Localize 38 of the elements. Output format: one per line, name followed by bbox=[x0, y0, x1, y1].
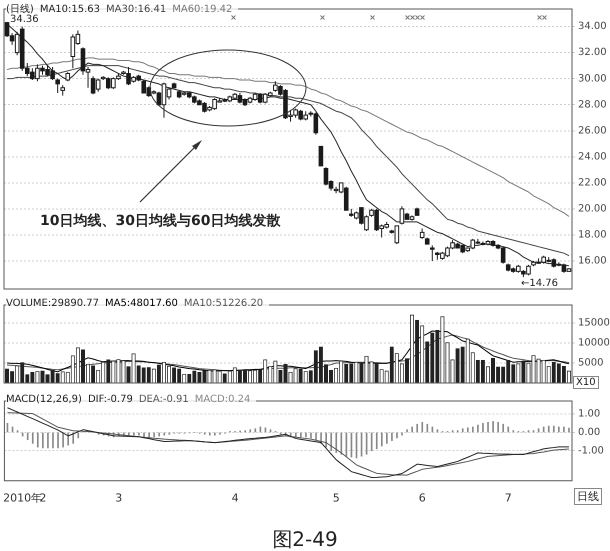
y-tick-label: 5000 bbox=[578, 358, 604, 369]
y-tick-label: 30.00 bbox=[578, 73, 607, 84]
x-tick-label: 5 bbox=[332, 491, 340, 504]
annotation: ←14.76 bbox=[521, 278, 558, 289]
text: MA5:48017.60 bbox=[104, 298, 178, 309]
y-tick-label: 28.00 bbox=[578, 99, 607, 110]
text: 日线 bbox=[574, 488, 602, 505]
y-tick-label: 26.00 bbox=[578, 125, 607, 136]
y-tick-label: 0.00 bbox=[578, 427, 600, 438]
text: DEA:-0.91 bbox=[138, 394, 189, 405]
y-tick-label: 20.00 bbox=[578, 204, 607, 214]
y-tick-label: 18.00 bbox=[578, 230, 607, 241]
text: MA10:15.63 bbox=[40, 4, 100, 15]
text: DIF:-0.79 bbox=[88, 394, 133, 405]
text: VOLUME:29890.77 bbox=[6, 298, 99, 309]
x-tick-label: 7 bbox=[504, 491, 512, 504]
x-tick-label: 4 bbox=[232, 491, 239, 504]
y-tick-label: 10000 bbox=[578, 338, 610, 349]
y-tick-label: 15000 bbox=[578, 318, 610, 329]
text: MA60:19.42 bbox=[172, 4, 232, 15]
caption: 图2-49 bbox=[271, 526, 339, 551]
y-tick-label: 24.00 bbox=[578, 151, 607, 162]
text: MA10:51226.20 bbox=[184, 298, 264, 309]
y-tick-label: 16.00 bbox=[578, 256, 607, 267]
chart-title: MACD(12,26,9) bbox=[6, 394, 82, 405]
text: MACD:0.24 bbox=[194, 394, 250, 405]
y-tick-label: 34.00 bbox=[578, 21, 607, 32]
text: MA30:16.41 bbox=[106, 4, 166, 15]
x-tick-label: 3 bbox=[115, 491, 122, 504]
y-tick-label: 22.00 bbox=[578, 177, 607, 188]
chart-title: (日线) bbox=[6, 4, 34, 15]
y-tick-label: 32.00 bbox=[578, 47, 607, 58]
x-tick-label: 6 bbox=[418, 491, 426, 504]
annotation: 10日均线、30日均线与60日均线发散 bbox=[40, 212, 280, 230]
annotation: 34.36 bbox=[10, 14, 39, 25]
y-tick-label: 1.00 bbox=[578, 408, 600, 420]
y-tick-label: -1.00 bbox=[578, 445, 604, 456]
text: X10 bbox=[573, 376, 599, 389]
